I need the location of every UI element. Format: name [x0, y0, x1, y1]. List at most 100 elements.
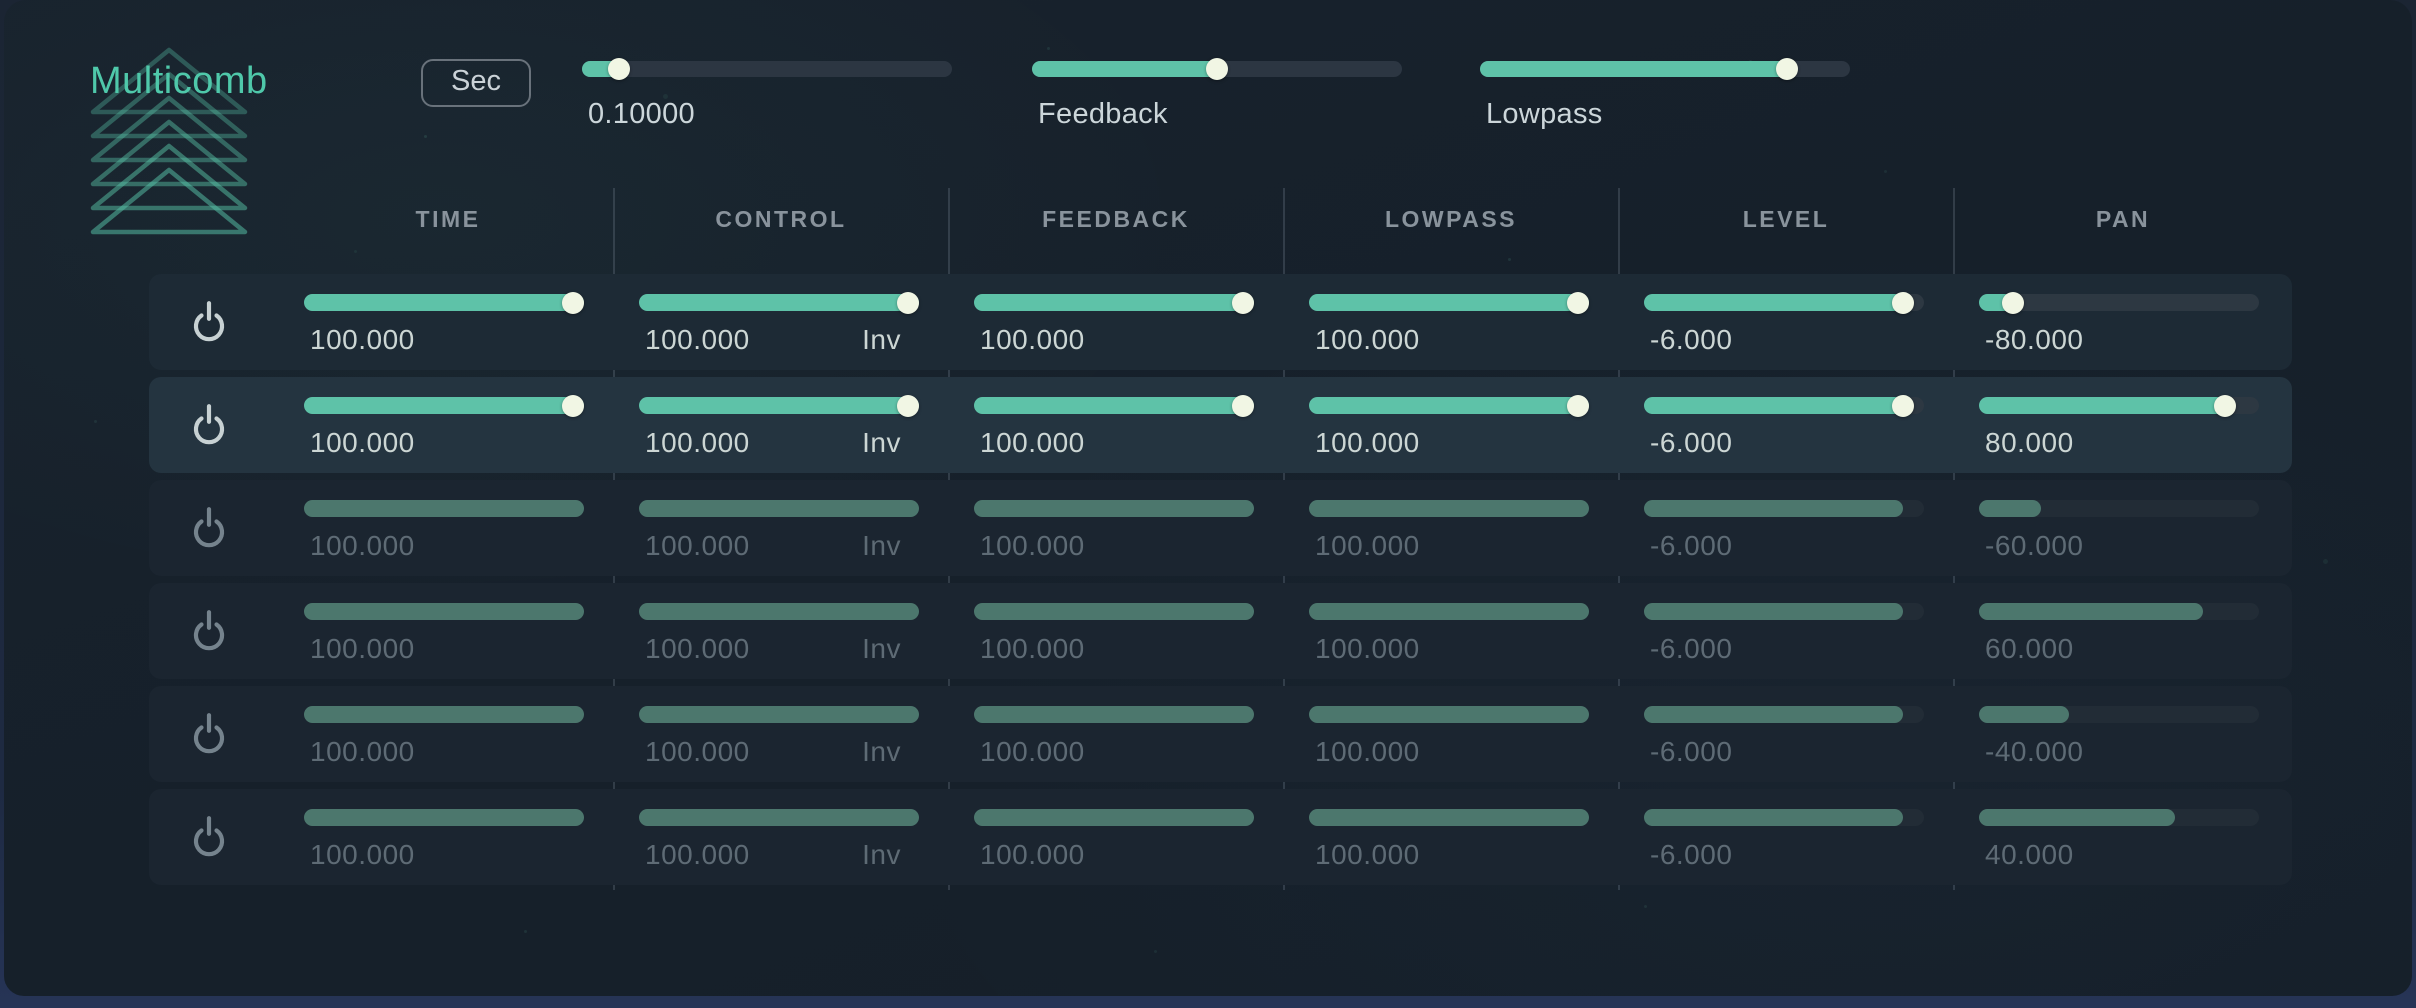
control-slider[interactable]	[639, 809, 919, 826]
global-lowpass-slider[interactable]	[1480, 58, 1850, 80]
level-value: -6.000	[1650, 633, 1733, 664]
level-slider-cell: -6.000	[1644, 480, 1924, 576]
slider-thumb[interactable]	[1892, 394, 1914, 417]
slider-thumb[interactable]	[1567, 291, 1589, 314]
slider-thumb[interactable]	[608, 58, 630, 80]
level-slider[interactable]	[1644, 706, 1924, 723]
control-slider-cell: 100.000 Inv	[639, 274, 919, 370]
pan-slider[interactable]	[1979, 809, 2259, 826]
level-slider[interactable]	[1644, 291, 1924, 314]
time-slider[interactable]	[304, 394, 584, 417]
time-slider[interactable]	[304, 706, 584, 723]
power-button[interactable]	[187, 608, 231, 656]
feedback-slider[interactable]	[974, 500, 1254, 517]
power-button[interactable]	[187, 402, 231, 450]
pan-slider[interactable]	[1979, 394, 2259, 417]
comb-row: 100.000 100.000 Inv 100.000 100.000	[149, 686, 2292, 782]
level-slider[interactable]	[1644, 500, 1924, 517]
power-button[interactable]	[187, 299, 231, 347]
lowpass-slider[interactable]	[1309, 500, 1589, 517]
control-slider[interactable]	[639, 706, 919, 723]
power-button[interactable]	[187, 711, 231, 759]
pan-slider[interactable]	[1979, 500, 2259, 517]
pan-slider[interactable]	[1979, 291, 2259, 314]
column-header-lowpass: LOWPASS	[1384, 206, 1518, 232]
slider-fill	[639, 500, 919, 517]
slider-fill	[304, 500, 584, 517]
slider-fill	[639, 603, 919, 620]
power-icon	[193, 610, 225, 651]
lowpass-slider[interactable]	[1309, 809, 1589, 826]
invert-toggle[interactable]: Inv	[862, 324, 901, 355]
time-slider-cell: 100.000	[304, 480, 584, 576]
slider-thumb[interactable]	[897, 291, 919, 314]
level-value: -6.000	[1650, 839, 1733, 870]
lowpass-value: 100.000	[1315, 633, 1420, 664]
invert-toggle[interactable]: Inv	[862, 839, 901, 870]
time-slider[interactable]	[304, 809, 584, 826]
feedback-value: 100.000	[980, 736, 1085, 767]
slider-thumb[interactable]	[1892, 291, 1914, 314]
time-slider[interactable]	[304, 603, 584, 620]
lowpass-slider[interactable]	[1309, 291, 1589, 314]
pan-slider[interactable]	[1979, 706, 2259, 723]
slider-fill	[639, 294, 919, 311]
lowpass-slider[interactable]	[1309, 706, 1589, 723]
slider-thumb[interactable]	[1567, 394, 1589, 417]
level-value: -6.000	[1650, 736, 1733, 767]
comb-row: 100.000 100.000 Inv 100.000 100.000	[149, 583, 2292, 679]
feedback-slider[interactable]	[974, 706, 1254, 723]
feedback-value: 100.000	[980, 324, 1085, 355]
time-slider-cell: 100.000	[304, 583, 584, 679]
time-slider[interactable]	[304, 291, 584, 314]
level-slider[interactable]	[1644, 809, 1924, 826]
lowpass-value: 100.000	[1315, 427, 1420, 458]
time-slider[interactable]	[304, 500, 584, 517]
time-value: 100.000	[310, 736, 415, 767]
level-slider[interactable]	[1644, 603, 1924, 620]
level-slider-cell: -6.000	[1644, 583, 1924, 679]
sec-toggle-button[interactable]: Sec	[421, 59, 531, 107]
feedback-slider[interactable]	[974, 394, 1254, 417]
feedback-slider-cell: 100.000	[974, 583, 1254, 679]
level-slider[interactable]	[1644, 394, 1924, 417]
slider-thumb[interactable]	[1232, 394, 1254, 417]
slider-thumb[interactable]	[562, 394, 584, 417]
feedback-slider[interactable]	[974, 291, 1254, 314]
time-value: 100.000	[310, 427, 415, 458]
pan-slider[interactable]	[1979, 603, 2259, 620]
slider-fill	[974, 397, 1254, 414]
invert-toggle[interactable]: Inv	[862, 530, 901, 561]
lowpass-slider[interactable]	[1309, 394, 1589, 417]
power-button[interactable]	[187, 505, 231, 553]
global-feedback-slider[interactable]	[1032, 58, 1402, 80]
invert-toggle[interactable]: Inv	[862, 427, 901, 458]
invert-toggle[interactable]: Inv	[862, 736, 901, 767]
slider-thumb[interactable]	[1232, 291, 1254, 314]
control-slider[interactable]	[639, 500, 919, 517]
slider-thumb[interactable]	[897, 394, 919, 417]
global-time-slider[interactable]	[582, 58, 952, 80]
feedback-slider[interactable]	[974, 603, 1254, 620]
feedback-slider-cell: 100.000	[974, 789, 1254, 885]
slider-thumb[interactable]	[1206, 58, 1228, 80]
level-slider-cell: -6.000	[1644, 789, 1924, 885]
feedback-slider-cell: 100.000	[974, 480, 1254, 576]
slider-thumb[interactable]	[562, 291, 584, 314]
lowpass-slider[interactable]	[1309, 603, 1589, 620]
slider-thumb[interactable]	[2002, 291, 2024, 314]
control-slider[interactable]	[639, 291, 919, 314]
time-value: 100.000	[310, 530, 415, 561]
invert-toggle[interactable]: Inv	[862, 633, 901, 664]
level-value: -6.000	[1650, 324, 1733, 355]
feedback-slider[interactable]	[974, 809, 1254, 826]
column-header-pan: PAN	[2095, 206, 2151, 232]
control-slider[interactable]	[639, 394, 919, 417]
slider-fill	[639, 397, 919, 414]
power-button[interactable]	[187, 814, 231, 862]
slider-thumb[interactable]	[2214, 394, 2236, 417]
control-slider[interactable]	[639, 603, 919, 620]
pan-slider-cell: 60.000	[1979, 583, 2259, 679]
slider-thumb[interactable]	[1776, 58, 1798, 80]
lowpass-value: 100.000	[1315, 324, 1420, 355]
